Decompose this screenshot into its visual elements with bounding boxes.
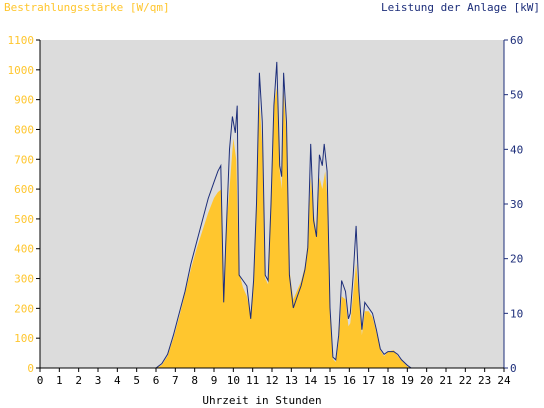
x-tick-label: 7 [172,374,179,387]
x-tick-label: 3 [95,374,102,387]
left-tick-label: 700 [14,153,34,166]
left-tick-label: 400 [14,243,34,256]
x-tick-label: 17 [362,374,375,387]
x-axis-ticks: 0 1 2 3 4 5 6 7 8 9 10 11 12 13 14 15 16 17 18 19 20 21 22 23 24 [37,368,511,387]
x-tick-label: 19 [401,374,414,387]
power-line [40,61,504,369]
right-tick-label: 60 [510,34,523,47]
x-tick-label: 1 [56,374,63,387]
right-axis-title: Leistung der Anlage [kW] [381,1,540,14]
left-tick-label: 200 [14,302,34,315]
left-tick-label: 900 [14,94,34,107]
right-tick-label: 0 [510,362,517,375]
right-tick-label: 40 [510,143,523,156]
left-tick-label: 1000 [8,64,35,77]
x-tick-label: 8 [191,374,198,387]
right-tick-label: 20 [510,253,523,266]
left-tick-label: 1100 [8,34,35,47]
x-tick-label: 4 [114,374,121,387]
x-tick-label: 21 [439,374,452,387]
left-axis-ticks: 0 100 200 300 400 500 600 700 800 900 1000 1100 [8,34,40,375]
x-tick-label: 13 [285,374,298,387]
x-tick-label: 23 [478,374,491,387]
x-tick-label: 11 [246,374,259,387]
x-tick-label: 16 [343,374,356,387]
x-tick-label: 22 [459,374,472,387]
x-tick-label: 9 [211,374,218,387]
left-axis-title: Bestrahlungsstärke [W/qm] [4,1,170,14]
right-tick-label: 50 [510,89,523,102]
x-tick-label: 20 [420,374,433,387]
x-tick-label: 2 [75,374,82,387]
x-tick-label: 10 [227,374,240,387]
x-axis-title: Uhrzeit in Stunden [202,394,321,407]
left-tick-label: 800 [14,123,34,136]
x-tick-label: 5 [133,374,140,387]
irradiance-area [40,87,504,368]
x-tick-label: 0 [37,374,44,387]
x-tick-label: 24 [497,374,511,387]
left-tick-label: 100 [14,332,34,345]
x-tick-label: 15 [323,374,336,387]
x-tick-label: 18 [381,374,394,387]
left-tick-label: 500 [14,213,34,226]
left-tick-label: 300 [14,273,34,286]
right-tick-label: 10 [510,307,523,320]
left-tick-label: 0 [27,362,34,375]
left-tick-label: 600 [14,183,34,196]
x-tick-label: 12 [265,374,278,387]
x-tick-label: 14 [304,374,318,387]
x-tick-label: 6 [153,374,160,387]
right-tick-label: 30 [510,198,523,211]
right-axis-ticks: 0 10 20 30 40 50 60 [504,34,523,375]
